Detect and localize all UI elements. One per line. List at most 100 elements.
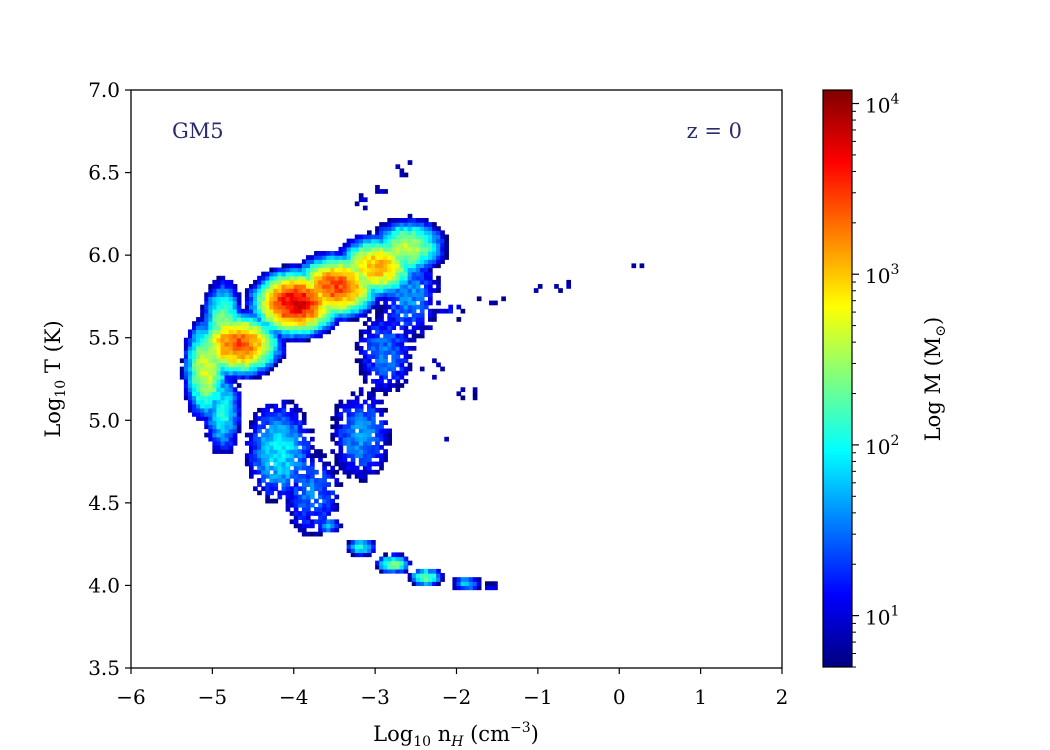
heatmap-cell (464, 585, 470, 591)
heatmap-cell (354, 432, 360, 438)
heatmap-cell (350, 544, 356, 549)
heatmap-cell (212, 296, 218, 302)
heatmap-cell (244, 312, 250, 318)
heatmap-cell (383, 556, 388, 562)
heatmap-cell (403, 226, 409, 231)
heatmap-cell (273, 416, 279, 421)
heatmap-cell (350, 255, 356, 260)
heatmap-cell (391, 383, 397, 388)
heatmap-cell (220, 296, 226, 302)
heatmap-cell (244, 304, 250, 310)
heatmap-cell (293, 486, 299, 492)
heatmap-cell (228, 292, 234, 298)
heatmap-cell (216, 308, 222, 314)
heatmap-cell (464, 581, 470, 587)
heatmap-cell (375, 407, 380, 413)
heatmap-cell (436, 573, 441, 578)
heatmap-cell (387, 234, 392, 240)
heatmap-cell (366, 457, 372, 463)
heatmap-cell (346, 288, 352, 293)
heatmap-cell (289, 502, 295, 508)
heatmap-cell (440, 255, 445, 260)
x-tick-label: −2 (442, 685, 471, 709)
heatmap-cell (330, 436, 336, 442)
heatmap-cell (269, 449, 275, 454)
heatmap-cell (366, 308, 372, 314)
heatmap-cell (395, 251, 401, 256)
heatmap-cell (310, 312, 315, 318)
heatmap-cell (261, 370, 266, 376)
heatmap-cell (192, 325, 197, 331)
heatmap-cell (395, 312, 401, 318)
heatmap-cell (358, 440, 364, 446)
heatmap-cell (236, 416, 242, 421)
heatmap-cell (208, 399, 213, 405)
heatmap-cell (383, 370, 388, 376)
heatmap-cell (366, 416, 372, 421)
heatmap-cell (200, 304, 205, 310)
heatmap-cell (269, 308, 275, 314)
heatmap-cell (371, 333, 376, 339)
heatmap-cell (411, 329, 417, 335)
heatmap-cell (371, 337, 376, 343)
heatmap-cell (236, 374, 242, 380)
heatmap-cell (232, 424, 238, 430)
heatmap-cell (265, 321, 270, 326)
heatmap-cell (277, 465, 283, 471)
heatmap-cell (407, 259, 413, 264)
heatmap-cell (395, 333, 401, 339)
heatmap-cell (208, 329, 213, 335)
heatmap-cell (257, 366, 262, 372)
heatmap-cell (423, 259, 429, 264)
heatmap-cell (334, 502, 340, 508)
heatmap-cell (253, 292, 258, 298)
heatmap-cell (220, 449, 226, 454)
heatmap-cell (277, 469, 283, 475)
heatmap-cell (281, 432, 287, 438)
heatmap-cell (354, 267, 360, 273)
heatmap-cell (334, 412, 340, 417)
heatmap-cell (379, 304, 384, 310)
heatmap-cell (346, 449, 352, 454)
heatmap-cell (240, 354, 246, 359)
heatmap-cell (196, 374, 201, 380)
heatmap-cell (371, 292, 376, 298)
heatmap-cell (362, 399, 368, 405)
heatmap-cell (204, 321, 209, 326)
heatmap-cell (293, 461, 299, 467)
heatmap-cell (187, 403, 193, 409)
heatmap-cell (399, 230, 405, 236)
heatmap-cell (338, 457, 344, 463)
heatmap-cell (383, 321, 388, 326)
heatmap-cell (297, 321, 303, 326)
heatmap-cell (395, 292, 401, 298)
heatmap-cell (269, 358, 275, 364)
heatmap-cell (395, 383, 401, 388)
heatmap-cell (192, 383, 197, 388)
heatmap-cell (358, 362, 364, 368)
heatmap-cell (301, 515, 307, 520)
heatmap-cell (371, 300, 376, 306)
heatmap-cell (371, 238, 376, 244)
heatmap-cell (330, 292, 336, 298)
heatmap-cell (379, 230, 384, 236)
heatmap-cell (297, 502, 303, 508)
heatmap-cell (257, 292, 262, 298)
heatmap-cell (318, 527, 323, 533)
heatmap-cell (216, 279, 222, 285)
heatmap-cell (277, 275, 283, 281)
heatmap-cell (281, 428, 287, 434)
heatmap-cell (273, 486, 279, 492)
heatmap-cell (375, 184, 380, 190)
heatmap-cell (187, 341, 193, 347)
heatmap-cell (375, 271, 380, 277)
heatmap-cell (358, 193, 364, 198)
heatmap-cell (419, 300, 425, 306)
heatmap-cell (403, 230, 409, 236)
heatmap-cell (322, 312, 327, 318)
heatmap-cell (383, 267, 388, 273)
heatmap-cell (362, 370, 368, 376)
heatmap-cell (318, 263, 323, 269)
heatmap-cell (248, 300, 254, 306)
heatmap-cell (273, 275, 279, 281)
